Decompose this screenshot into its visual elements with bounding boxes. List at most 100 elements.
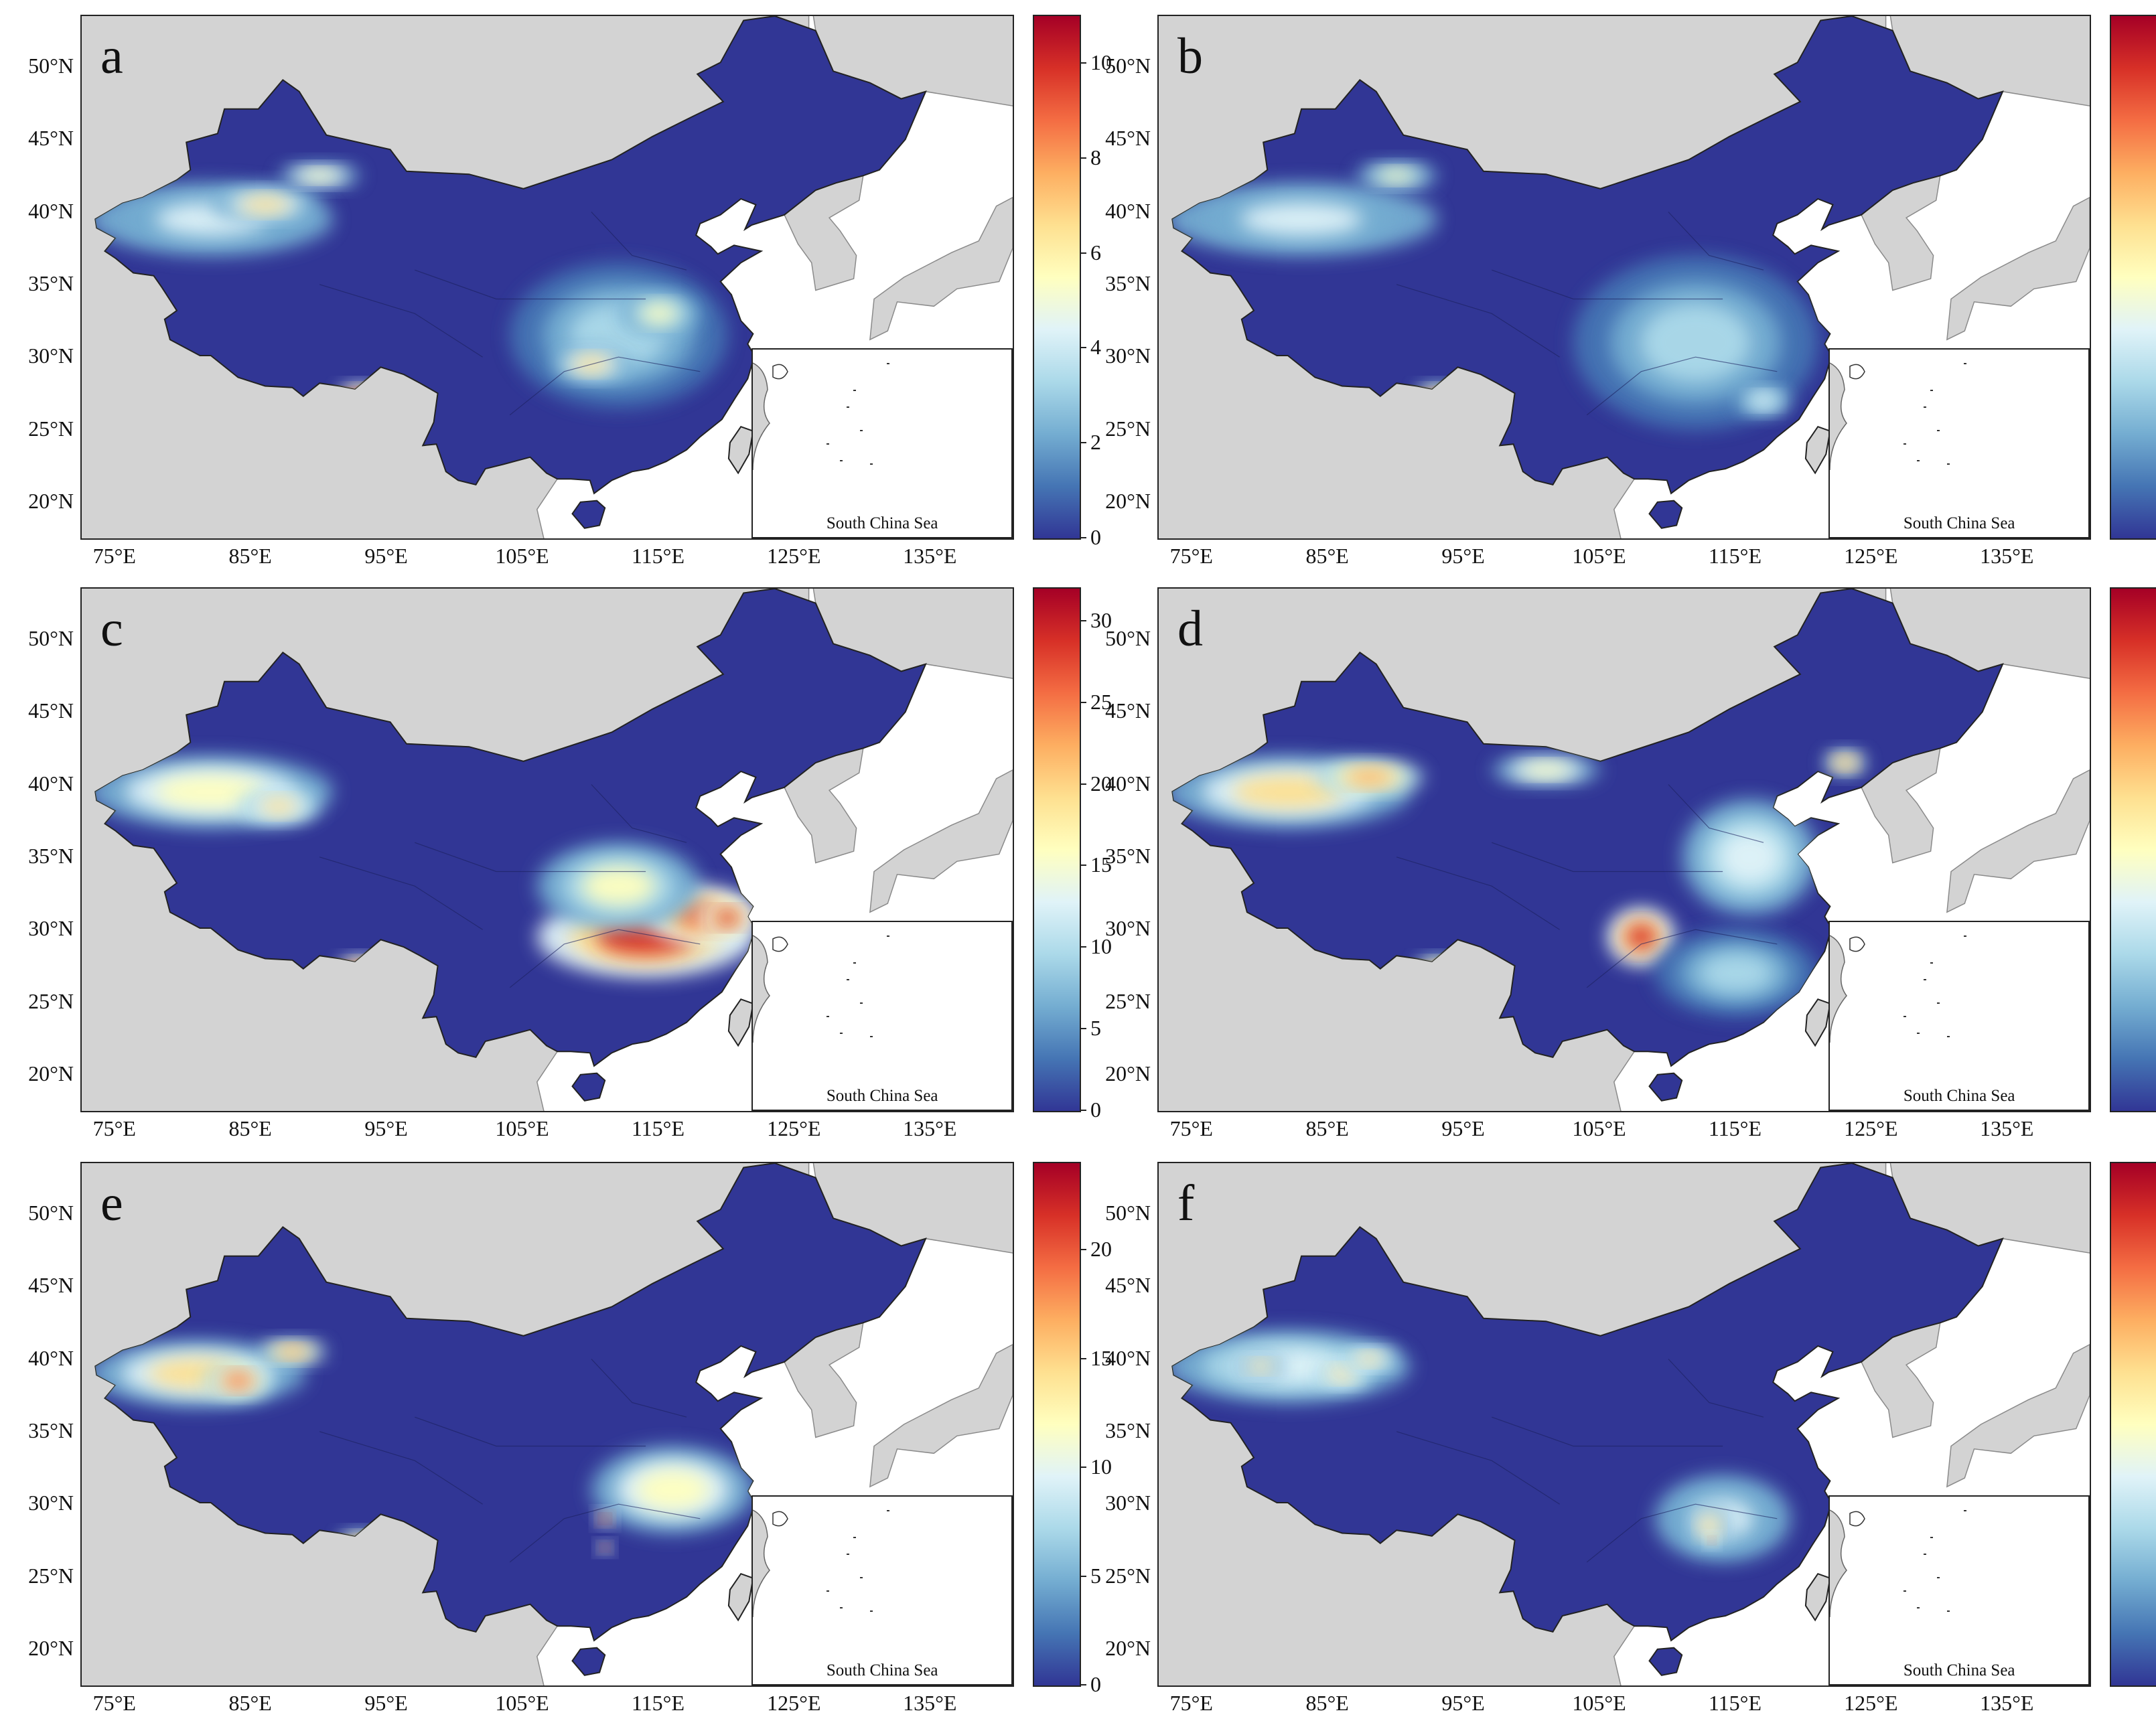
value-field [1172, 1330, 1791, 1562]
longitude-tick-label: 85°E [228, 544, 272, 568]
latitude-tick-label: 45°N [28, 698, 74, 723]
latitude-tick-label: 40°N [28, 198, 74, 223]
taiwan-island [1804, 1572, 1831, 1622]
colorbar-tick-mark [1080, 946, 1086, 948]
japan-land [869, 196, 1013, 341]
south-china-sea-inset: South China Sea [751, 1495, 1013, 1685]
longitude-tick-label: 105°E [1572, 1116, 1626, 1140]
latitude-tick-label: 20°N [1105, 488, 1151, 513]
latitude-tick-label: 35°N [28, 843, 74, 868]
province-border [591, 212, 687, 271]
latitude-tick-label: 20°N [28, 1061, 74, 1085]
south-china-sea-inset: South China Sea [751, 348, 1013, 538]
colorbar-tick-label: 10 [1090, 50, 1112, 74]
south-china-sea-inset: South China Sea [1828, 921, 2090, 1111]
value-blob [222, 1373, 254, 1389]
colorbar-tick-label: 15 [1090, 1345, 1112, 1370]
province-border [1396, 856, 1560, 930]
map-canvas [82, 1163, 1013, 1685]
longitude-tick-label: 125°E [767, 1691, 821, 1715]
inset-label: South China Sea [826, 514, 938, 532]
latitude-tick-label: 40°N [1105, 771, 1151, 796]
japan-land [869, 769, 1013, 913]
longitude-tick-label: 85°E [1305, 1691, 1349, 1715]
latitude-tick-label: 50°N [1105, 53, 1151, 78]
longitude-tick-label: 115°E [631, 1116, 685, 1140]
longitude-tick-label: 135°E [1980, 1116, 2034, 1140]
colorbar-tick-label: 4 [1090, 335, 1101, 360]
longitude-tick-label: 115°E [631, 544, 685, 568]
hainan-island [571, 500, 606, 529]
value-blob [1240, 202, 1363, 236]
value-blob [641, 303, 678, 323]
province-border [1668, 212, 1764, 271]
longitude-tick-label: 125°E [1844, 544, 1898, 568]
longitude-tick-label: 135°E [1980, 544, 2034, 568]
value-blob [601, 1545, 608, 1551]
colorbar [1033, 15, 1081, 540]
latitude-tick-label: 25°N [28, 416, 74, 441]
colorbar-tick-mark [1080, 1684, 1086, 1685]
colorbar-tick-mark [1080, 1575, 1086, 1577]
value-blob [1700, 1516, 1719, 1536]
colorbar-tick-mark [1080, 157, 1086, 159]
province-border [1586, 356, 1778, 416]
colorbar-tick-mark [1080, 783, 1086, 785]
value-blob [155, 775, 266, 808]
latitude-tick-label: 50°N [1105, 625, 1151, 650]
value-blob [260, 798, 297, 814]
colorbar-tick-mark [1080, 252, 1086, 254]
value-blob [1719, 830, 1781, 883]
longitude-tick-label: 115°E [631, 1691, 685, 1715]
colorbar-tick-label: 2 [1090, 430, 1101, 455]
colorbar-tick-mark [1080, 619, 1086, 621]
colorbar-tick-label: 5 [1090, 1563, 1101, 1588]
map-frame: South China Sea a [80, 15, 1014, 540]
japan-land [1946, 196, 2090, 341]
south-china-sea-inset: South China Sea [751, 921, 1013, 1111]
colorbar [2110, 587, 2156, 1112]
value-blob [715, 910, 740, 926]
map-frame: South China Sea c [80, 587, 1014, 1112]
colorbar-tick-label: 0 [1090, 1098, 1101, 1122]
value-blob [1751, 394, 1776, 407]
value-blob [1836, 757, 1855, 768]
taiwan-island [727, 998, 754, 1047]
longitude-tick-label: 85°E [1305, 544, 1349, 568]
hainan-island [1648, 500, 1683, 529]
inset-map [752, 362, 890, 471]
longitude-tick-label: 105°E [1572, 1691, 1626, 1715]
taiwan-island [1804, 998, 1831, 1047]
value-blob [1640, 303, 1751, 382]
china-landmass [94, 16, 927, 495]
colorbar [2110, 15, 2156, 540]
latitude-tick-label: 50°N [28, 1200, 74, 1225]
hainan-island [571, 1647, 606, 1676]
south-china-sea-inset: South China Sea [1828, 348, 2090, 538]
province-border [1668, 784, 1764, 843]
latitude-tick-label: 40°N [28, 771, 74, 796]
province-border [1586, 1503, 1778, 1563]
map-frame: South China Sea e [80, 1162, 1014, 1687]
latitude-tick-label: 20°N [1105, 1635, 1151, 1660]
latitude-tick-label: 30°N [28, 344, 74, 368]
value-blob [301, 170, 338, 181]
longitude-tick-label: 95°E [364, 1691, 408, 1715]
latitude-tick-label: 45°N [28, 1273, 74, 1298]
hainan-island [1648, 1072, 1683, 1102]
latitude-tick-label: 25°N [28, 1563, 74, 1588]
province-border [1396, 284, 1560, 358]
map-canvas [82, 589, 1013, 1111]
colorbar [2110, 1162, 2156, 1687]
colorbar-tick-mark [1080, 347, 1086, 349]
latitude-tick-label: 35°N [1105, 843, 1151, 868]
value-field [95, 164, 727, 408]
value-blob [277, 1346, 308, 1357]
longitude-tick-label: 125°E [767, 1116, 821, 1140]
province-border [414, 842, 646, 873]
japan-land [1946, 1343, 2090, 1488]
map-frame: South China Sea d [1157, 587, 2091, 1112]
longitude-tick-label: 135°E [1980, 1691, 2034, 1715]
japan-land [869, 1343, 1013, 1488]
province-border [319, 284, 483, 358]
